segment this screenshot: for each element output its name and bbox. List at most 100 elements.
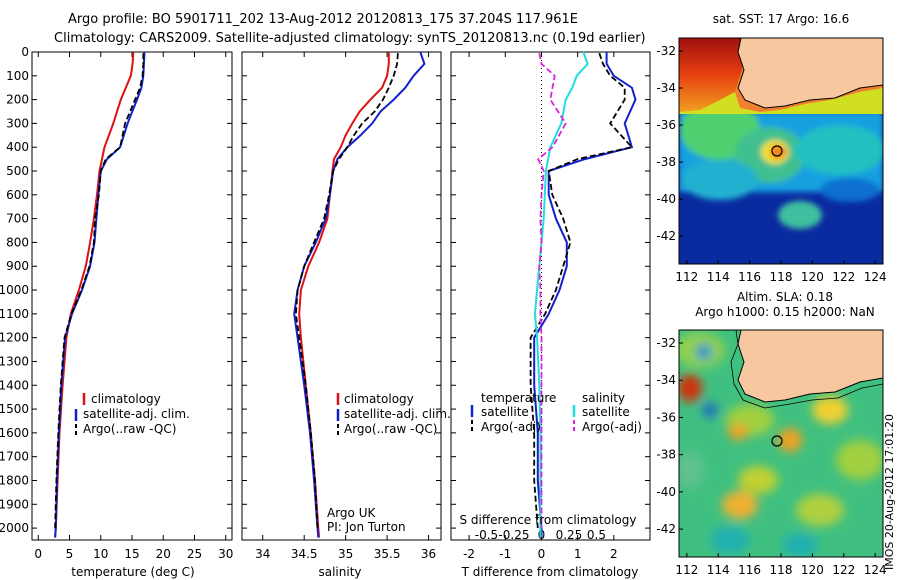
sla-map-subtitle: Argo h1000: 0.15 h2000: NaN bbox=[695, 305, 875, 319]
map-lat-label: -42 bbox=[656, 229, 676, 243]
temperature-legend: climatology satellite-adj. clim. Argo(..… bbox=[74, 392, 190, 436]
map-lon-label: 114 bbox=[707, 563, 730, 577]
salinity-panel: 34 34.5 35 35.5 36 bbox=[255, 51, 436, 561]
t-satellite-line bbox=[533, 52, 637, 538]
depth-tick-label: 700 bbox=[6, 212, 29, 226]
depth-tick-label: 1500 bbox=[0, 402, 29, 416]
map-lat-label: -32 bbox=[656, 336, 676, 350]
salinity-axes bbox=[241, 51, 442, 541]
map-lon-label: 112 bbox=[675, 563, 698, 577]
temperature-tick-label: 5 bbox=[66, 547, 74, 561]
depth-tick-label: 1800 bbox=[0, 473, 29, 487]
difference-panel: -2 -1 0 1 2-0.5 -0.25 0 0.25 0.5 bbox=[463, 51, 637, 561]
legend-s-argo: Argo(-adj) bbox=[582, 420, 642, 434]
temperature-axes bbox=[31, 51, 233, 541]
legend-t-argo: Argo(-adj) bbox=[481, 420, 541, 434]
temperature-xlabel: temperature (deg C) bbox=[71, 565, 194, 579]
depth-tick-label: 0 bbox=[21, 45, 29, 59]
depth-tick-label: 1600 bbox=[0, 426, 29, 440]
depth-tick-label: 900 bbox=[6, 259, 29, 273]
map-lat-label: -38 bbox=[656, 155, 676, 169]
argo-line bbox=[294, 53, 399, 529]
temperature-tick-label: 20 bbox=[156, 547, 171, 561]
s-diff-xlabel: S difference from climatology bbox=[460, 513, 637, 527]
argo-uk-label: Argo UK bbox=[327, 506, 376, 520]
sla-map-title: Altim. SLA: 0.18 bbox=[737, 290, 833, 304]
legend-argo: Argo(..raw -QC) bbox=[83, 422, 176, 436]
map-lon-label: 124 bbox=[864, 270, 887, 284]
depth-tick-label: 1900 bbox=[0, 497, 29, 511]
t-argo-line bbox=[529, 52, 634, 529]
map-lat-label: -34 bbox=[656, 373, 676, 387]
depth-tick-label: 600 bbox=[6, 188, 29, 202]
map-lat-label: -40 bbox=[656, 192, 676, 206]
sla-map: Altim. SLA: 0.18 Argo h1000: 0.15 h2000:… bbox=[656, 290, 886, 577]
depth-tick-label: 1200 bbox=[0, 331, 29, 345]
s-argo-line bbox=[537, 53, 567, 529]
map-lat-label: -38 bbox=[656, 448, 676, 462]
map-lon-label: 112 bbox=[675, 270, 698, 284]
map-lat-label: -36 bbox=[656, 118, 676, 132]
map-lat-label: -32 bbox=[656, 44, 676, 58]
s-diff-tick-label: 0.5 bbox=[587, 528, 606, 542]
map-lon-label: 122 bbox=[832, 563, 855, 577]
depth-tick-label: 400 bbox=[6, 140, 29, 154]
t-diff-xlabel: T difference from climatology bbox=[461, 565, 639, 579]
s-diff-tick-label: -0.25 bbox=[498, 528, 529, 542]
s-diff-tick-label: 0.25 bbox=[556, 528, 583, 542]
header-line1: Argo profile: BO 5901711_202 13-Aug-2012… bbox=[68, 12, 578, 27]
depth-axis: 0 100 200 300 400 500 600 700 800 900 1000 1100 1200… bbox=[0, 45, 650, 535]
legend-temperature-title: temperature bbox=[481, 391, 556, 405]
temperature-tick-label: 30 bbox=[218, 547, 233, 561]
difference-legend: temperature salinity satellite satellite… bbox=[470, 391, 642, 434]
t-diff-tick-label: 1 bbox=[574, 547, 582, 561]
sst-map-title: sat. SST: 17 Argo: 16.6 bbox=[713, 12, 850, 26]
salinity-tick-label: 34 bbox=[255, 547, 270, 561]
depth-tick-label: 500 bbox=[6, 164, 29, 178]
map-lat-label: -34 bbox=[656, 81, 676, 95]
depth-tick-label: 1100 bbox=[0, 307, 29, 321]
legend-salinity-title: salinity bbox=[582, 391, 625, 405]
map-lon-label: 120 bbox=[801, 563, 824, 577]
map-lon-label: 122 bbox=[832, 270, 855, 284]
s-satellite-line bbox=[533, 51, 589, 538]
depth-tick-label: 300 bbox=[6, 116, 29, 130]
legend-climatology: climatology bbox=[344, 392, 414, 406]
temperature-tick-label: 15 bbox=[124, 547, 139, 561]
depth-tick-label: 1400 bbox=[0, 378, 29, 392]
legend-climatology: climatology bbox=[91, 392, 161, 406]
temperature-tick-label: 25 bbox=[187, 547, 202, 561]
t-diff-tick-label: 0 bbox=[538, 547, 546, 561]
difference-axes bbox=[450, 51, 651, 541]
depth-tick-label: 2000 bbox=[0, 521, 29, 535]
depth-tick-label: 800 bbox=[6, 235, 29, 249]
legend-t-satellite: satellite bbox=[481, 405, 529, 419]
map-lat-label: -36 bbox=[656, 410, 676, 424]
legend-satellite: satellite-adj. clim. bbox=[83, 407, 190, 421]
salinity-legend: climatology satellite-adj. clim. Argo(..… bbox=[327, 392, 451, 534]
footer-stamp: IMOS 20-Aug-2012 17:01:20 bbox=[883, 414, 896, 570]
map-lat-label: -42 bbox=[656, 522, 676, 536]
s-diff-tick-label: -0.5 bbox=[475, 528, 498, 542]
map-lon-label: 114 bbox=[707, 270, 730, 284]
map-lon-label: 120 bbox=[801, 270, 824, 284]
sst-float-marker bbox=[771, 145, 783, 157]
map-lon-label: 118 bbox=[770, 563, 793, 577]
temperature-tick-label: 10 bbox=[93, 547, 108, 561]
depth-tick-label: 1300 bbox=[0, 354, 29, 368]
header-line2: Climatology: CARS2009. Satellite-adjuste… bbox=[54, 31, 646, 46]
pi-label: PI: Jon Turton bbox=[327, 520, 406, 534]
salinity-tick-label: 35 bbox=[338, 547, 353, 561]
salinity-tick-label: 35.5 bbox=[374, 547, 401, 561]
temperature-panel: 0 5 10 15 20 25 30 bbox=[34, 51, 233, 561]
map-lat-label: -40 bbox=[656, 485, 676, 499]
t-diff-tick-label: -1 bbox=[499, 547, 511, 561]
depth-tick-label: 1000 bbox=[0, 283, 29, 297]
legend-s-satellite: satellite bbox=[582, 405, 630, 419]
climatology-line bbox=[54, 51, 135, 538]
map-lon-label: 116 bbox=[738, 563, 761, 577]
legend-satellite: satellite-adj. clim. bbox=[344, 407, 451, 421]
legend-argo: Argo(..raw -QC) bbox=[344, 422, 437, 436]
salinity-xlabel: salinity bbox=[318, 565, 361, 579]
